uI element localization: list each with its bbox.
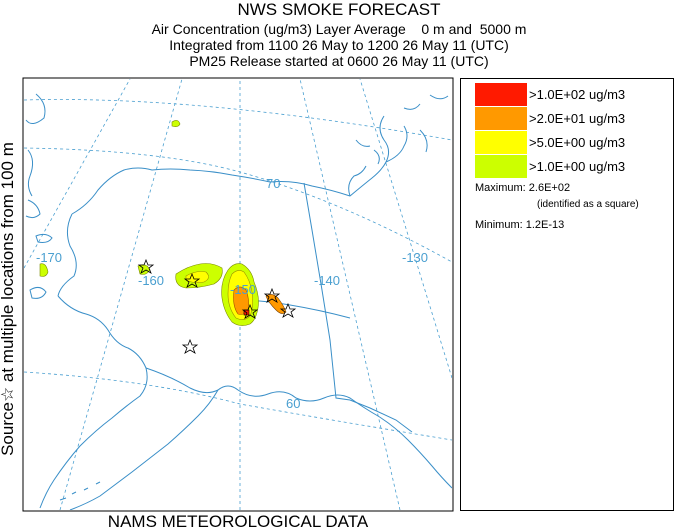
south-coast (145, 367, 452, 489)
canada-coast (348, 94, 449, 197)
legend-label: >2.0E+01 ug/m3 (529, 111, 626, 126)
maximum-value: Maximum: 2.6E+02 (475, 182, 571, 194)
source-star (181, 338, 199, 354)
legend-swatch-yellow (475, 131, 527, 154)
forecast-title: NWS SMOKE FORECAST (237, 0, 441, 19)
subtitle-release: PM25 Release started at 0600 26 May 11 (… (189, 53, 489, 69)
legend-panel: >1.0E+02 ug/m3 >2.0E+01 ug/m3 >5.0E+00 u… (460, 78, 674, 511)
source-star (263, 287, 281, 303)
legend-label: >1.0E+02 ug/m3 (529, 87, 626, 102)
minimum-value: Minimum: 1.2E-13 (475, 219, 565, 231)
legend-item: >1.0E+02 ug/m3 (475, 83, 675, 106)
longitude-line-140 (299, 79, 401, 510)
longitude-line-170 (24, 79, 131, 269)
canada-coast-2 (355, 139, 380, 165)
coast-small-1 (25, 93, 46, 124)
plume-far-west (39, 263, 49, 277)
source-star (183, 272, 201, 288)
lon-label-170: -170 (36, 250, 62, 265)
longitude-line-160 (59, 79, 183, 510)
legend-item: >2.0E+01 ug/m3 (475, 107, 675, 130)
subtitle-integration: Integrated from 1100 26 May to 1200 26 M… (169, 37, 509, 53)
legend-swatch-red (475, 83, 527, 106)
source-star (279, 302, 297, 318)
smoke-plumes (39, 120, 287, 326)
latitude-line-60 (24, 371, 452, 441)
source-markers (137, 258, 297, 354)
coastlines (25, 93, 452, 510)
border-141w (303, 182, 413, 433)
peninsula-coast (69, 389, 219, 510)
legend-label: >1.0E+00 ug/m3 (529, 159, 626, 174)
meteorological-data-label: NAMS METEOROLOGICAL DATA (107, 512, 369, 531)
plume-north (171, 120, 181, 127)
west-coast (39, 213, 148, 509)
legend-item: >1.0E+00 ug/m3 (475, 155, 675, 178)
legend-swatch-orange (475, 107, 527, 130)
source-star (241, 303, 259, 319)
source-star (137, 258, 155, 274)
coast-small-3 (25, 199, 41, 219)
legend-label: >5.0E+00 ug/m3 (529, 135, 626, 150)
lon-label-150: -150 (230, 282, 256, 297)
lon-label-160: -160 (138, 273, 164, 288)
lat-label-70: 70 (266, 176, 280, 191)
lon-label-140: -140 (314, 273, 340, 288)
legend-item: >5.0E+00 ug/m3 (475, 131, 675, 154)
maximum-note: (identified as a square) (537, 199, 639, 210)
longitude-line-130 (359, 79, 452, 379)
legend-swatch-yellowgreen (475, 155, 527, 178)
island-stlawrence (35, 233, 53, 243)
lon-label-130: -130 (402, 250, 428, 265)
island-nunivak (29, 286, 47, 299)
coast-small-2 (27, 149, 34, 197)
latitude-line-80 (24, 99, 452, 141)
lat-label-60: 60 (286, 396, 300, 411)
source-height-label: Source☆ at multiple locations from 100 m (0, 142, 17, 456)
subtitle-concentration: Air Concentration (ug/m3) Layer Average … (151, 21, 527, 37)
island-chain (59, 481, 101, 501)
graticule (24, 79, 452, 510)
